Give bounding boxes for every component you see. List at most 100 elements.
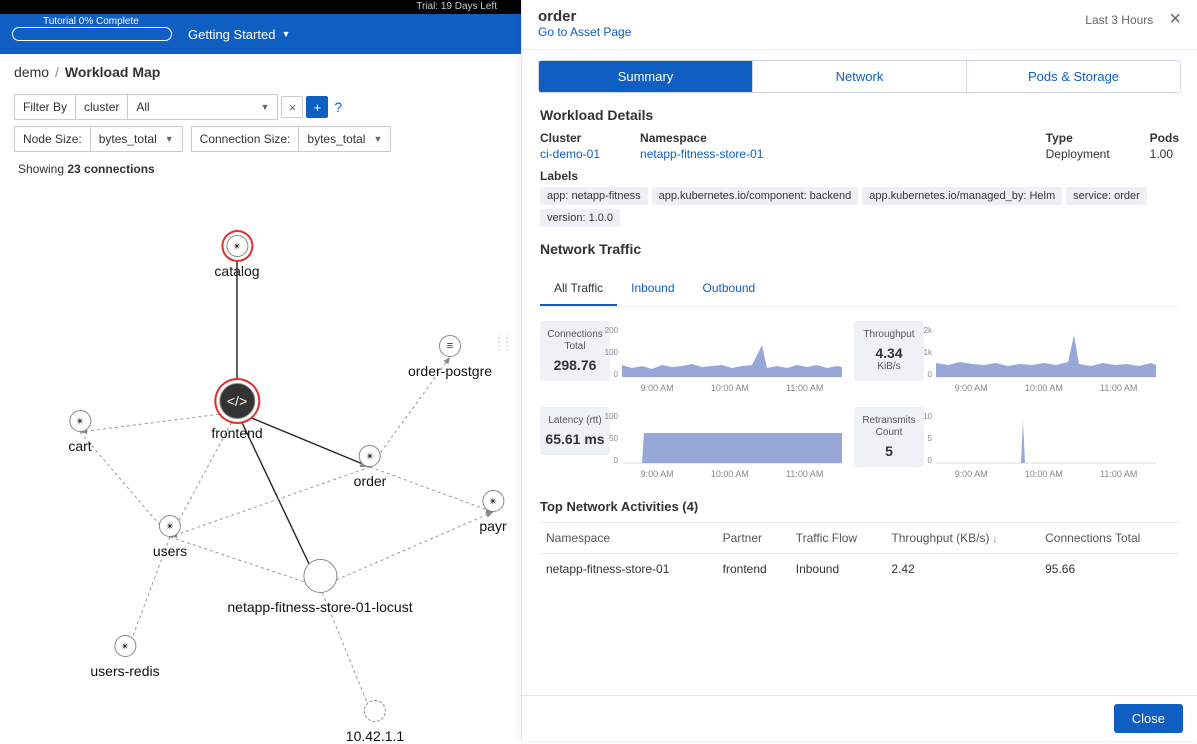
svg-text:50: 50 [609,434,618,443]
connections-chart: 20010009:00 AM10:00 AM11:00 AM [622,321,842,393]
getting-started-button[interactable]: Getting Started ▼ [188,27,290,42]
svg-text:10: 10 [923,412,932,421]
label-chip: service: order [1066,187,1147,205]
asset-page-link[interactable]: Go to Asset Page [538,25,631,39]
node-label: payr [479,518,506,534]
svg-text:100: 100 [605,348,619,357]
column-header[interactable]: Namespace [540,523,717,554]
graph-node-users[interactable]: ✴ users [153,515,187,559]
svg-text:0: 0 [928,456,933,465]
graph-node-users-redis[interactable]: ✴users-redis [90,635,159,679]
dashed-icon [364,700,386,722]
workload-details-heading: Workload Details [522,93,1197,131]
clear-filter-button[interactable]: × [281,96,303,118]
chevron-down-icon: ▼ [373,134,382,144]
column-header[interactable]: Throughput (KB/s) ↓ [885,523,1039,554]
column-header[interactable]: Connections Total [1039,523,1179,554]
traffic-tabs: All TrafficInboundOutbound [540,273,1179,307]
close-icon[interactable]: × [1169,8,1181,31]
conn-size-select[interactable]: bytes_total▼ [299,126,391,152]
node-label: order-postgre [408,363,492,379]
gear-icon: ✴ [159,515,181,537]
latency-value: 65.61 ms [544,431,606,447]
panel-header: order Go to Asset Page Last 3 Hours × [522,0,1197,50]
gear-icon: ✴ [482,490,504,512]
graph-node-cart[interactable]: ✴cart [68,410,91,454]
add-filter-button[interactable]: + [306,96,328,118]
type-label: Type [1046,131,1110,145]
svg-text:100: 100 [605,412,619,421]
gear-icon: ✴ [114,635,136,657]
details-grid: Clusterci-demo-01 Namespacenetapp-fitnes… [522,131,1197,161]
labels-heading: Labels [540,169,1179,183]
filter-field-chip[interactable]: cluster [76,94,128,120]
drag-handle-icon[interactable]: ⋮⋮⋮⋮⋮⋮ [494,337,510,349]
network-activities-table: NamespacePartnerTraffic FlowThroughput (… [540,522,1179,584]
svg-text:1k: 1k [924,348,933,357]
gear-icon: ✴ [69,410,91,432]
traffic-tab-outbound[interactable]: Outbound [689,273,770,306]
panel-footer: Close [522,695,1197,741]
throughput-card: Throughput 4.34 KiB/s [854,321,924,381]
pods-label: Pods [1150,131,1179,145]
node-label: frontend [211,425,262,441]
pods-value: 1.00 [1150,147,1179,161]
graph-node-order[interactable]: ✴ order [354,445,387,489]
connections-label: Connections Total [544,329,606,353]
conn-size-label: Connection Size: [191,126,300,152]
namespace-label: Namespace [640,131,763,145]
metrics-row-2: Latency (rtt) 65.61 ms 1005009:00 AM10:0… [522,393,1197,479]
close-button[interactable]: Close [1114,704,1183,733]
throughput-value: 4.34 [858,345,920,361]
chevron-down-icon: ▼ [281,29,290,39]
traffic-tab-all-traffic[interactable]: All Traffic [540,273,617,306]
throughput-label: Throughput [858,329,920,341]
graph-node-payr[interactable]: ✴ payr [479,490,506,534]
graph-node-catalog[interactable]: ✴catalog [214,235,259,279]
type-value: Deployment [1046,147,1110,161]
tab-network[interactable]: Network [752,61,966,92]
node-label: 10.42.1.1 [346,728,404,744]
getting-started-label: Getting Started [188,27,275,42]
breadcrumb-root[interactable]: demo [14,64,49,80]
node-label: order [354,473,387,489]
tab-pods-storage[interactable]: Pods & Storage [966,61,1180,92]
node-size-select[interactable]: bytes_total▼ [91,126,183,152]
node-label: users [153,543,187,559]
tutorial-progress: Tutorial 0% Complete [12,27,172,41]
graph-node-locust[interactable]: netapp-fitness-store-01-locust [227,559,412,615]
svg-text:5: 5 [928,434,933,443]
graph-node-ip[interactable]: 10.42.1.1 [346,700,404,744]
throughput-unit: KiB/s [858,361,920,373]
label-chip: app: netapp-fitness [540,187,648,205]
namespace-link[interactable]: netapp-fitness-store-01 [640,147,763,161]
svg-text:0: 0 [614,456,619,465]
graph-node-order-postgres[interactable]: ≡ order-postgre [408,335,492,379]
filter-value-select[interactable]: All ▼ [128,94,278,120]
cluster-link[interactable]: ci-demo-01 [540,147,600,161]
label-chip: version: 1.0.0 [540,209,620,227]
svg-text:2k: 2k [924,326,933,335]
table-row[interactable]: netapp-fitness-store-01frontendInbound2.… [540,554,1179,585]
graph-node-frontend[interactable]: </>frontend [211,383,262,441]
workload-graph[interactable]: ✴catalog</>frontend✴cart✴order≡order-pos… [0,182,510,722]
latency-label: Latency (rtt) [544,415,606,427]
gear-icon: ✴ [359,445,381,467]
tab-summary[interactable]: Summary [539,61,752,92]
throughput-chart: 2k1k09:00 AM10:00 AM11:00 AM [936,321,1156,393]
breadcrumb-sep: / [55,64,59,80]
column-header[interactable]: Traffic Flow [790,523,886,554]
connections-total-card: Connections Total 298.76 [540,321,610,381]
retransmits-value: 5 [858,443,920,459]
traffic-tab-inbound[interactable]: Inbound [617,273,688,306]
chevron-down-icon: ▼ [165,134,174,144]
network-traffic-heading: Network Traffic [522,227,1197,265]
details-panel: order Go to Asset Page Last 3 Hours × Su… [521,0,1197,741]
latency-chart: 1005009:00 AM10:00 AM11:00 AM [622,407,842,479]
column-header[interactable]: Partner [717,523,790,554]
db-icon: ≡ [439,335,461,357]
panel-title: order [538,8,631,25]
help-icon[interactable]: ? [334,99,342,115]
time-range-label[interactable]: Last 3 Hours [1085,13,1153,27]
retransmits-label: Retransmits Count [858,415,920,439]
